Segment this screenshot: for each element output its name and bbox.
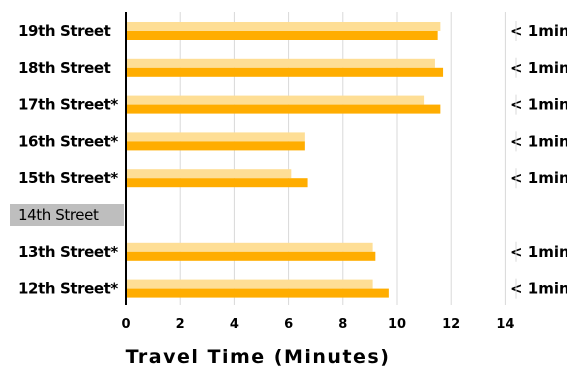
- category-label: 12th Street*: [18, 280, 118, 298]
- category-label: 15th Street*: [18, 169, 118, 187]
- bar-series-1: [127, 242, 373, 252]
- x-tick-label: 0: [121, 317, 130, 332]
- bar-series-1: [127, 22, 441, 31]
- category-label: 18th Street: [18, 59, 111, 77]
- bar-series-1: [127, 169, 292, 179]
- x-tick-label: 8: [338, 317, 347, 332]
- bar-series-2: [127, 67, 444, 77]
- bar-series-2: [127, 288, 389, 298]
- x-tick-label: 6: [284, 317, 293, 332]
- x-tick-label: 2: [176, 317, 185, 332]
- gridlines: [179, 12, 506, 305]
- bar-series-1: [127, 95, 425, 105]
- travel-annotation: < 1min: [510, 22, 567, 40]
- bar-series-1: [127, 58, 435, 68]
- x-tick-label: 14: [496, 317, 514, 332]
- category-label: 16th Street*: [18, 132, 118, 150]
- bar-series-2: [127, 178, 308, 188]
- category-label: 13th Street*: [18, 243, 118, 261]
- travel-annotation: < 1min: [510, 59, 567, 77]
- x-tick-label: 12: [442, 317, 460, 332]
- bars-layer: [127, 22, 444, 298]
- highlight-layer: [10, 204, 124, 226]
- bar-series-1: [127, 279, 373, 289]
- travel-annotation: < 1min: [510, 243, 567, 261]
- bar-series-2: [127, 31, 438, 40]
- x-axis-title: Travel Time (Minutes): [126, 346, 391, 368]
- bar-series-2: [127, 251, 376, 261]
- category-label: 14th Street: [18, 206, 99, 224]
- category-labels: 19th Street 18th Street 17th Street* 16th S…: [18, 22, 119, 298]
- category-highlight: [10, 204, 124, 226]
- travel-annotation: < 1min: [510, 96, 567, 114]
- bar-series-2: [127, 141, 305, 151]
- category-label: 19th Street: [18, 22, 111, 40]
- bar-series-2: [127, 104, 441, 114]
- x-tick-label: 10: [388, 317, 406, 332]
- category-label: 17th Street*: [18, 96, 118, 114]
- x-tick-label: 4: [230, 317, 239, 332]
- bar-series-1: [127, 132, 305, 142]
- travel-annotation: < 1min: [510, 280, 567, 298]
- x-tick-labels: 0 2 4 6 8 10 12 14: [121, 317, 514, 332]
- travel-annotation: < 1min: [510, 132, 567, 150]
- travel-annotation: < 1min: [510, 169, 567, 187]
- annotation-labels: < 1min < 1min < 1min < 1min < 1min < 1min < 1m…: [510, 21, 567, 299]
